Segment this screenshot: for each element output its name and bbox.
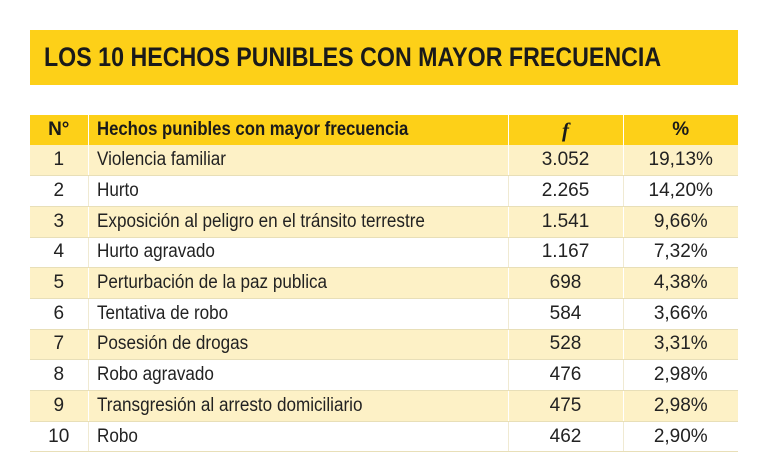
row-percent: 7,32% <box>623 237 738 269</box>
row-crime: Hurto agravado <box>88 237 509 269</box>
table-row: 7 Posesión de drogas 528 3,31% <box>30 329 738 361</box>
header-number: N° <box>30 115 89 145</box>
table-row: 6 Tentativa de robo 584 3,66% <box>30 298 738 330</box>
row-crime: Tentativa de robo <box>88 298 509 330</box>
table-row: 9 Transgresión al arresto domiciliario 4… <box>30 390 738 422</box>
row-crime-label: Violencia familiar <box>96 149 226 171</box>
row-frequency: 3.052 <box>508 145 624 177</box>
table-row: 10 Robo 462 2,90% <box>30 421 738 453</box>
row-crime: Transgresión al arresto domiciliario <box>88 390 509 422</box>
row-number: 1 <box>30 145 89 177</box>
table-row: 8 Robo agravado 476 2,98% <box>30 359 738 391</box>
header-crime-label: Hechos punibles con mayor frecuencia <box>96 119 408 140</box>
row-number: 4 <box>30 237 89 269</box>
row-percent: 3,31% <box>623 329 738 361</box>
row-frequency: 2.265 <box>508 175 624 207</box>
row-crime-label: Exposición al peligro en el tránsito ter… <box>96 210 425 232</box>
table-header-row: N° Hechos punibles con mayor frecuencia … <box>30 115 738 145</box>
row-crime: Robo <box>88 421 509 453</box>
row-frequency: 528 <box>508 329 624 361</box>
row-percent: 2,98% <box>623 359 738 391</box>
table-row: 3 Exposición al peligro en el tránsito t… <box>30 206 738 238</box>
row-frequency: 1.541 <box>508 206 624 238</box>
row-crime-label: Hurto agravado <box>96 241 215 263</box>
row-crime: Violencia familiar <box>88 145 509 177</box>
row-crime-label: Tentativa de robo <box>96 302 228 324</box>
row-frequency: 698 <box>508 267 624 299</box>
row-crime: Hurto <box>88 175 509 207</box>
row-percent: 4,38% <box>623 267 738 299</box>
row-crime: Posesión de drogas <box>88 329 509 361</box>
page-title: LOS 10 HECHOS PUNIBLES CON MAYOR FRECUEN… <box>44 42 662 72</box>
row-frequency: 1.167 <box>508 237 624 269</box>
row-frequency: 475 <box>508 390 624 422</box>
row-frequency: 584 <box>508 298 624 330</box>
row-crime: Perturbación de la paz publica <box>88 267 509 299</box>
header-crime: Hechos punibles con mayor frecuencia <box>88 115 509 145</box>
row-crime-label: Hurto <box>96 180 139 202</box>
row-number: 3 <box>30 206 89 238</box>
title-banner: LOS 10 HECHOS PUNIBLES CON MAYOR FRECUEN… <box>30 30 738 85</box>
row-crime: Robo agravado <box>88 359 509 391</box>
table-row: 4 Hurto agravado 1.167 7,32% <box>30 237 738 269</box>
table-row: 5 Perturbación de la paz publica 698 4,3… <box>30 267 738 299</box>
table-row: 2 Hurto 2.265 14,20% <box>30 175 738 207</box>
row-crime: Exposición al peligro en el tránsito ter… <box>88 206 509 238</box>
row-percent: 9,66% <box>623 206 738 238</box>
crimes-table: N° Hechos punibles con mayor frecuencia … <box>30 115 738 453</box>
row-percent: 19,13% <box>623 145 738 177</box>
header-percent: % <box>623 115 738 145</box>
row-number: 2 <box>30 175 89 207</box>
row-frequency: 462 <box>508 421 624 453</box>
row-crime-label: Perturbación de la paz publica <box>96 272 327 294</box>
row-number: 6 <box>30 298 89 330</box>
row-frequency: 476 <box>508 359 624 391</box>
row-crime-label: Transgresión al arresto domiciliario <box>96 394 362 416</box>
row-crime-label: Robo agravado <box>96 364 214 386</box>
row-number: 10 <box>30 421 89 453</box>
row-crime-label: Posesión de drogas <box>96 333 248 355</box>
row-number: 8 <box>30 359 89 391</box>
row-number: 5 <box>30 267 89 299</box>
header-frequency: f <box>508 115 624 145</box>
row-percent: 2,98% <box>623 390 738 422</box>
row-percent: 14,20% <box>623 175 738 207</box>
row-percent: 3,66% <box>623 298 738 330</box>
table-row: 1 Violencia familiar 3.052 19,13% <box>30 145 738 177</box>
row-crime-label: Robo <box>96 425 138 447</box>
row-percent: 2,90% <box>623 421 738 453</box>
row-number: 9 <box>30 390 89 422</box>
row-number: 7 <box>30 329 89 361</box>
